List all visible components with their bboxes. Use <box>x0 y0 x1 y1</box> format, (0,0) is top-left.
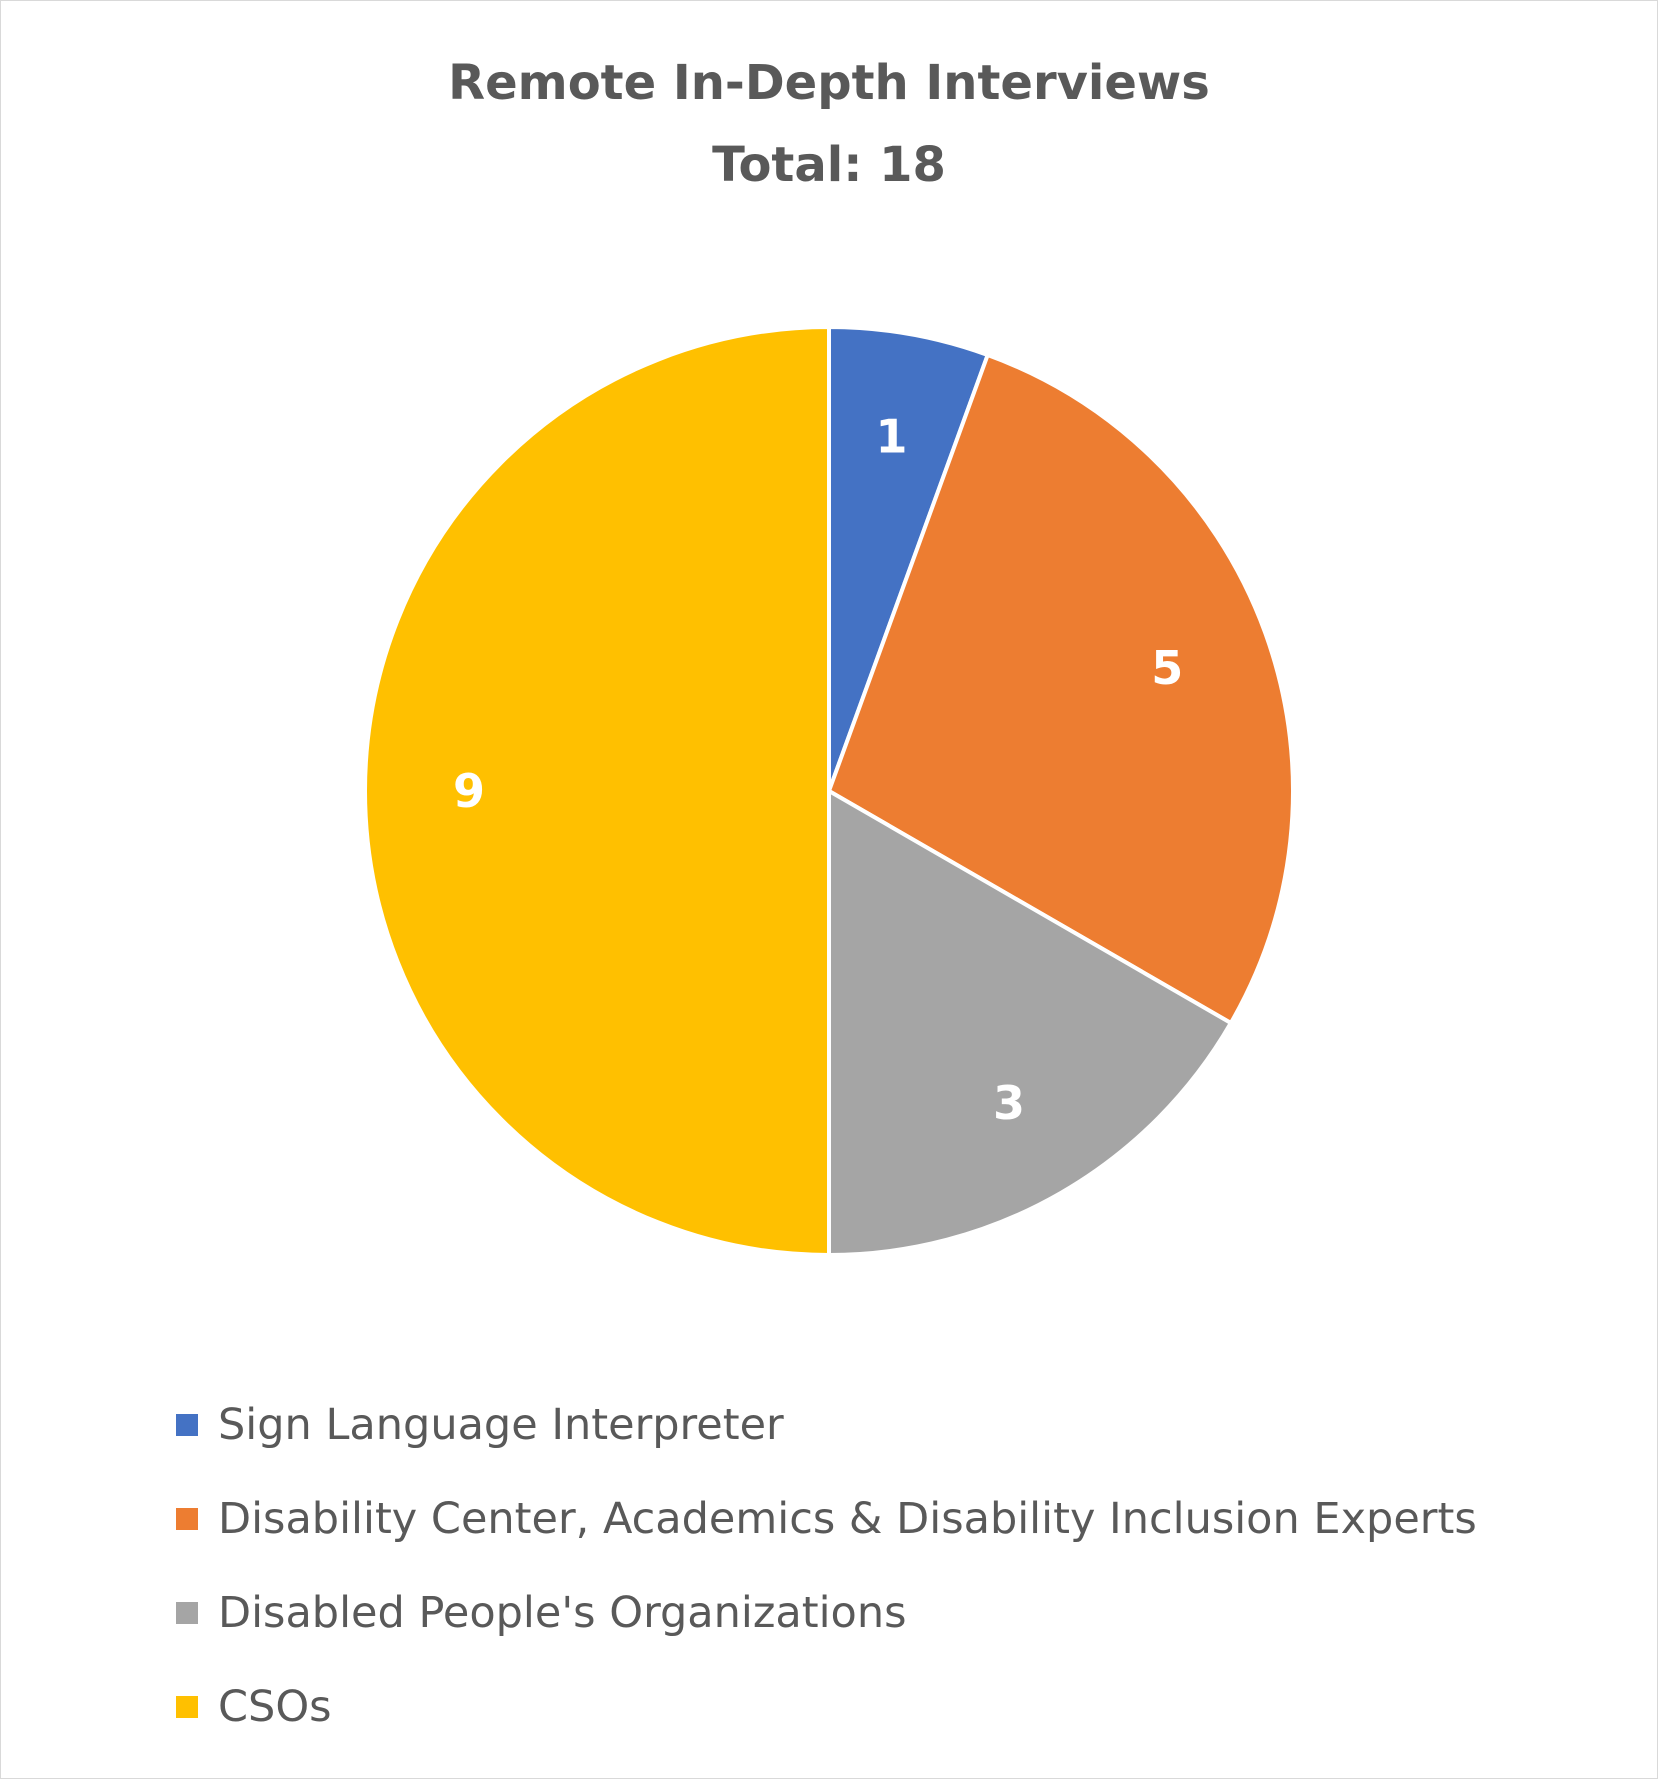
data-label-disability-center-academics-disability-inclusion-experts: 5 <box>1151 641 1183 695</box>
chart-subtitle: Total: 18 <box>712 137 946 193</box>
data-label-disabled-people-s-organizations: 3 <box>993 1076 1025 1130</box>
pie-slice-sign-language-interpreter <box>827 325 990 793</box>
legend-item-csos: CSOs <box>176 1660 1477 1754</box>
legend-swatch <box>176 1602 198 1624</box>
legend-label: CSOs <box>218 1682 332 1732</box>
legend-label: Disability Center, Academics & Disabilit… <box>218 1494 1477 1544</box>
legend-item-sign-language-interpreter: Sign Language Interpreter <box>176 1378 1477 1472</box>
legend-swatch <box>176 1508 198 1530</box>
legend-item-disabled-people-s-organizations: Disabled People's Organizations <box>176 1566 1477 1660</box>
pie-slice-csos <box>363 325 831 1257</box>
legend-label: Disabled People's Organizations <box>218 1588 907 1638</box>
legend: Sign Language Interpreter Disability Cent… <box>176 1378 1477 1754</box>
pie-slice-disabled-people-s-organizations <box>827 789 1233 1257</box>
chart-title-block: Remote In-Depth Interviews Total: 18 <box>0 42 1658 206</box>
data-label-sign-language-interpreter: 1 <box>875 410 907 464</box>
chart-title: Remote In-Depth Interviews <box>448 55 1210 111</box>
legend-swatch <box>176 1696 198 1718</box>
legend-item-disability-center-academics-disability-inclusion-experts: Disability Center, Academics & Disabilit… <box>176 1472 1477 1566</box>
legend-label: Sign Language Interpreter <box>218 1400 784 1450</box>
legend-swatch <box>176 1414 198 1436</box>
data-label-csos: 9 <box>453 764 485 818</box>
